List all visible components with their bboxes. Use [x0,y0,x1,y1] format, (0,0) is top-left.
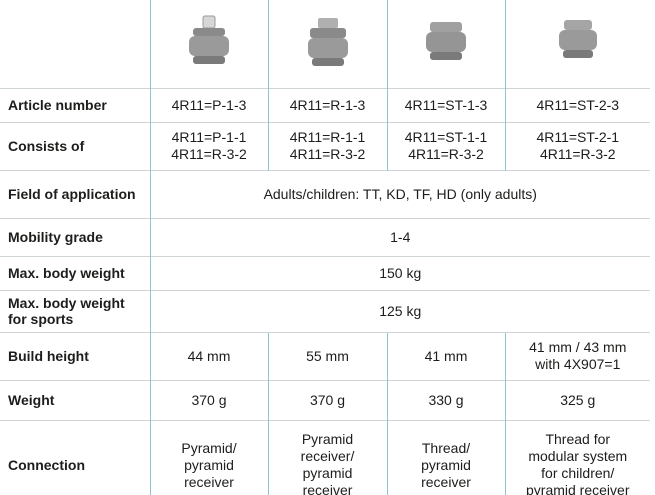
cell-line: receiver [277,482,379,495]
cell-line: 1-4 [159,229,643,246]
cell-line: pyramid [159,457,260,474]
table-row: Weight 370 g 370 g 330 g 325 g [0,380,650,420]
table-cell: 4R11=ST-2-3 [505,88,650,122]
page: Article number 4R11=P-1-3 4R11=R-1-3 4R11=S… [0,0,655,495]
cell-line: 4R11=P-1-3 [159,97,260,114]
row-label: Article number [0,88,150,122]
row-label: Mobility grade [0,218,150,256]
cell-line: Pyramid/ [159,440,260,457]
cell-line: 4R11=R-3-2 [277,146,379,163]
row-label: Max. body weight [0,256,150,290]
row-label: Max. body weight for sports [0,290,150,332]
cell-line: for children/ [514,465,643,482]
table-body: Article number 4R11=P-1-3 4R11=R-1-3 4R11=S… [0,0,650,495]
table-row: Field of application Adults/children: TT,… [0,170,650,218]
cell-line: receiver/ [277,448,379,465]
cell-line: Thread/ [396,440,497,457]
product-image [387,0,505,88]
cell-line: Pyramid [277,431,379,448]
table-cell: 125 kg [150,290,650,332]
cell-line: 4R11=R-3-2 [159,146,260,163]
spec-table: Article number 4R11=P-1-3 4R11=R-1-3 4R11=S… [0,0,650,495]
cell-line: 4R11=R-3-2 [514,146,643,163]
row-label: Consists of [0,122,150,170]
table-cell: 4R11=R-1-3 [268,88,387,122]
cell-line: 4R11=ST-1-1 [396,129,497,146]
cell-line: 4R11=ST-2-3 [514,97,643,114]
product-image [505,0,650,88]
table-row: Build height 44 mm 55 mm 41 mm 41 mm / 43 mm… [0,332,650,380]
row-label: Build height [0,332,150,380]
cell-line: 125 kg [159,303,643,320]
table-cell: 44 mm [150,332,268,380]
cell-line: 41 mm / 43 mm [514,339,643,356]
row-label: Connection [0,420,150,495]
table-cell: 370 g [150,380,268,420]
cell-line: 4R11=R-1-3 [277,97,379,114]
table-cell: 325 g [505,380,650,420]
cell-line: 325 g [514,392,643,409]
cell-line: 41 mm [396,348,497,365]
empty-cell [0,0,150,88]
product-image [268,0,387,88]
cell-line: 330 g [396,392,497,409]
table-row: Max. body weight 150 kg [0,256,650,290]
table-row: Article number 4R11=P-1-3 4R11=R-1-3 4R11=S… [0,88,650,122]
row-label: Weight [0,380,150,420]
table-cell: 41 mm [387,332,505,380]
table-cell: 370 g [268,380,387,420]
cell-line: 4R11=P-1-1 [159,129,260,146]
table-cell: 4R11=ST-1-3 [387,88,505,122]
cell-line: 4R11=ST-2-1 [514,129,643,146]
cell-line: 150 kg [159,265,643,282]
table-cell: 55 mm [268,332,387,380]
product-image [150,0,268,88]
cell-line: 4R11=ST-1-3 [396,97,497,114]
cell-line: 55 mm [277,348,379,365]
cell-line: with 4X907=1 [514,356,643,373]
cell-line: receiver [159,474,260,491]
cell-line: Adults/children: TT, KD, TF, HD (only ad… [159,186,643,203]
table-cell: Adults/children: TT, KD, TF, HD (only ad… [150,170,650,218]
cell-line: Thread for [514,431,643,448]
cell-line: receiver [396,474,497,491]
cell-line: 4R11=R-3-2 [396,146,497,163]
table-cell: 4R11=P-1-3 [150,88,268,122]
cell-line: pyramid [277,465,379,482]
cell-line: modular system [514,448,643,465]
image-row [0,0,650,88]
cell-line: 4R11=R-1-1 [277,129,379,146]
table-cell: 1-4 [150,218,650,256]
table-cell: 330 g [387,380,505,420]
table-cell: 150 kg [150,256,650,290]
cell-line: 370 g [159,392,260,409]
table-row: Max. body weight for sports 125 kg [0,290,650,332]
cell-line: 370 g [277,392,379,409]
cell-line: pyramid [396,457,497,474]
cell-line: pyramid receiver [514,482,643,495]
cell-line: 44 mm [159,348,260,365]
row-label: Field of application [0,170,150,218]
table-row: Mobility grade 1-4 [0,218,650,256]
